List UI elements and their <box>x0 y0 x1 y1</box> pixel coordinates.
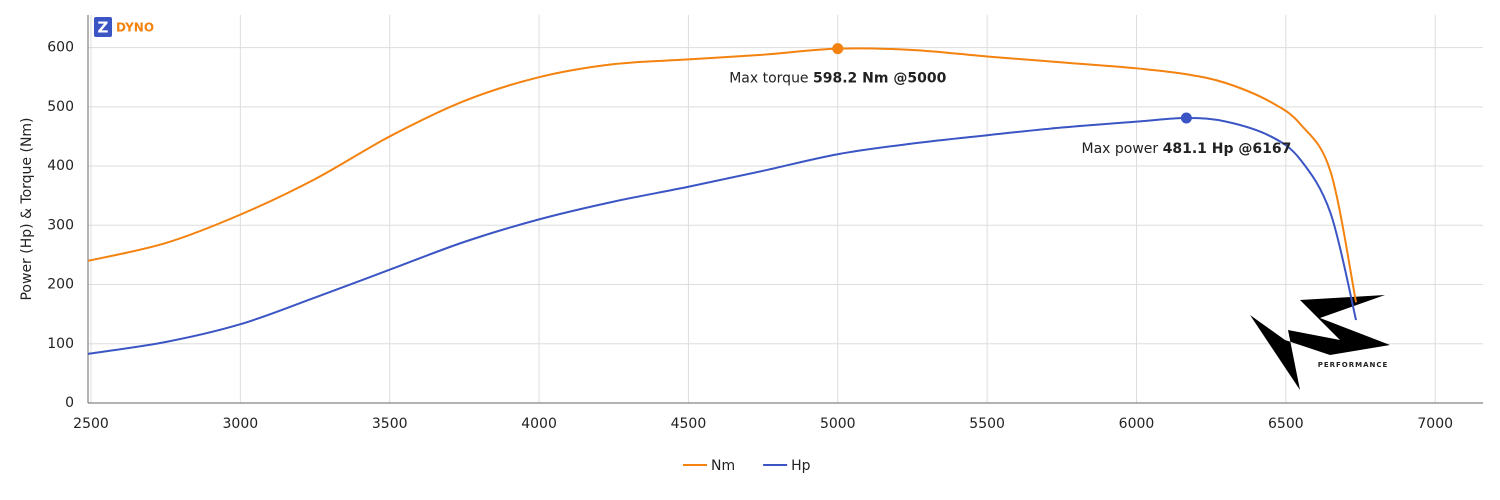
x-tick-label: 7000 <box>1417 416 1453 432</box>
y-tick-label: 100 <box>47 336 74 352</box>
legend-label: Hp <box>791 458 811 474</box>
y-tick-label: 300 <box>47 217 74 233</box>
x-tick-label: 6500 <box>1268 416 1304 432</box>
y-tick-label: 400 <box>47 158 74 174</box>
legend-label: Nm <box>711 458 735 474</box>
line-nm <box>87 47 1358 303</box>
watermark-text: PERFORMANCE <box>1318 361 1389 369</box>
x-tick-label: 6000 <box>1119 416 1155 432</box>
annotation-value: 598.2 Nm @5000 <box>813 71 947 87</box>
max-marker <box>832 43 844 55</box>
watermark-logo: PERFORMANCE <box>1250 295 1390 390</box>
annotation-value: 481.1 Hp @6167 <box>1163 141 1292 157</box>
brand-name: DYNO <box>116 21 154 35</box>
y-tick-label: 200 <box>47 277 74 293</box>
annotation-label: Max torque <box>729 71 808 87</box>
watermark-shape <box>1250 295 1390 390</box>
annotation: Max torque 598.2 Nm @5000 <box>729 71 946 87</box>
y-tick-label: 500 <box>47 99 74 115</box>
brand-icon-letter: Z <box>98 19 109 37</box>
x-tick-label: 3000 <box>223 416 259 432</box>
x-tick-label: 4000 <box>521 416 557 432</box>
y-tick-label: 600 <box>47 40 74 56</box>
x-tick-label: 5000 <box>820 416 856 432</box>
x-tick-label: 3500 <box>372 416 408 432</box>
brand-logo: Z DYNO <box>94 17 154 37</box>
y-axis-title: Power (Hp) & Torque (Nm) <box>19 117 35 300</box>
y-tick-label: 0 <box>65 395 74 411</box>
annotation: Max power 481.1 Hp @6167 <box>1082 141 1292 157</box>
max-marker <box>1180 112 1192 124</box>
line-hp <box>87 117 1358 355</box>
x-tick-label: 4500 <box>671 416 707 432</box>
x-tick-label: 5500 <box>969 416 1005 432</box>
x-tick-label: 2500 <box>73 416 109 432</box>
annotation-label: Max power <box>1082 141 1159 157</box>
brand-icon <box>94 17 112 37</box>
